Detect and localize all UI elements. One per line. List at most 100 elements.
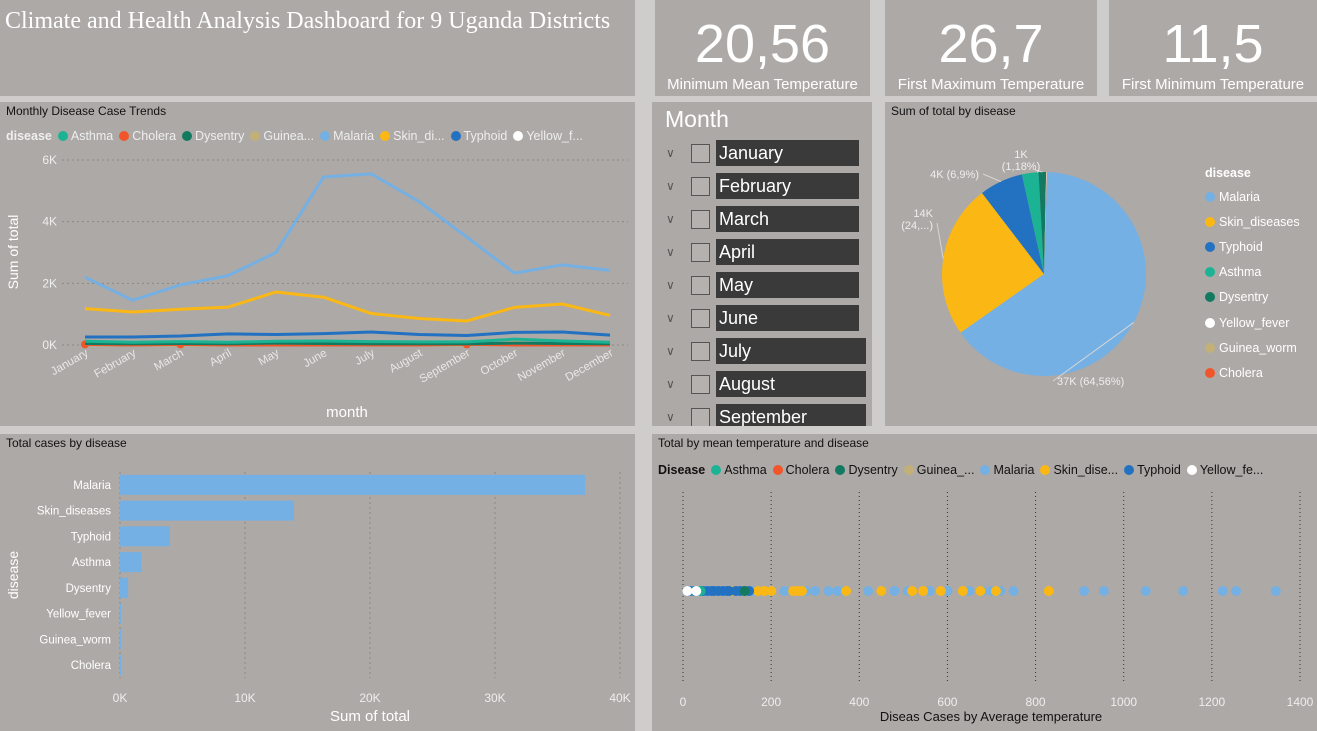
pie-slice-dysentry[interactable] — [1038, 172, 1047, 274]
slicer-item-june[interactable]: ∨ June — [666, 305, 859, 331]
legend-item-malaria[interactable]: Malaria — [980, 463, 1034, 477]
chevron-down-icon[interactable]: ∨ — [666, 179, 675, 193]
slicer-item-february[interactable]: ∨ February — [666, 173, 859, 199]
chevron-down-icon[interactable]: ∨ — [666, 146, 675, 160]
slicer-item-may[interactable]: ∨ May — [666, 272, 859, 298]
slicer-checkbox[interactable] — [691, 275, 710, 295]
scatter-point-malaria[interactable] — [1217, 586, 1228, 596]
pie-slice-yellow-fever[interactable] — [1044, 172, 1047, 274]
slicer-checkbox[interactable] — [691, 407, 710, 426]
line-series-malaria[interactable] — [84, 172, 611, 302]
scatter-point-skin-diseases[interactable] — [766, 586, 777, 596]
legend-item-typhoid[interactable]: Typhoid — [450, 129, 507, 143]
pie-slice-malaria[interactable] — [960, 172, 1146, 377]
scatter-point-skin-diseases[interactable] — [918, 586, 929, 596]
legend-item-typhoid[interactable]: Typhoid — [1205, 234, 1300, 259]
pie-slice-cholera[interactable] — [1044, 172, 1048, 274]
slicer-checkbox[interactable] — [691, 176, 710, 196]
scatter-point-malaria[interactable] — [1098, 586, 1109, 596]
scatter-chart[interactable]: 0 200 400 600 800 1000 1200 1400 Diseas Cases by… — [652, 434, 1317, 731]
bar-malaria[interactable] — [120, 474, 585, 495]
legend-item-guinea-worm[interactable]: Guinea_... — [903, 463, 974, 477]
legend-item-asthma[interactable]: Asthma — [711, 463, 767, 477]
bar-chart[interactable]: 0K 10K 20K 30K 40K Malaria Skin_diseases Typhoi… — [0, 434, 635, 731]
line-series-asthma[interactable] — [84, 337, 611, 344]
scatter-point-skin-diseases[interactable] — [1043, 586, 1054, 596]
scatter-point-yellow-fever[interactable] — [682, 586, 693, 596]
scatter-point-malaria[interactable] — [889, 586, 900, 596]
scatter-point-skin-diseases[interactable] — [957, 586, 968, 596]
bar-dysentry[interactable] — [120, 577, 129, 598]
legend-item-typhoid[interactable]: Typhoid — [1124, 463, 1181, 477]
scatter-point-dysentry[interactable] — [739, 586, 750, 596]
scatter-point-malaria[interactable] — [1140, 586, 1151, 596]
scatter-point-malaria[interactable] — [810, 586, 821, 596]
legend-item-malaria[interactable]: Malaria — [1205, 184, 1300, 209]
chevron-down-icon[interactable]: ∨ — [666, 278, 675, 292]
chevron-down-icon[interactable]: ∨ — [666, 410, 675, 424]
slicer-checkbox[interactable] — [691, 341, 710, 361]
slicer-item-march[interactable]: ∨ March — [666, 206, 859, 232]
legend-item-cholera[interactable]: Cholera — [119, 129, 176, 143]
scatter-point-skin-diseases[interactable] — [975, 586, 986, 596]
line-series-typhoid[interactable] — [85, 330, 611, 339]
scatter-point-malaria[interactable] — [863, 586, 874, 596]
scatter-point-skin-diseases[interactable] — [841, 586, 852, 596]
legend-item-asthma[interactable]: Asthma — [57, 129, 113, 143]
legend-item-malaria[interactable]: Malaria — [320, 129, 374, 143]
line-chart-panel[interactable]: Monthly Disease Case Trends disease Asth… — [0, 102, 635, 426]
scatter-point-yellow-fever[interactable] — [691, 586, 702, 596]
scatter-point-malaria[interactable] — [1270, 586, 1281, 596]
scatter-point-skin-diseases[interactable] — [935, 586, 946, 596]
legend-item-cholera[interactable]: Cholera — [772, 463, 829, 477]
slicer-checkbox[interactable] — [691, 209, 710, 229]
bar-typhoid[interactable] — [120, 526, 170, 547]
slicer-item-august[interactable]: ∨ August — [666, 371, 866, 397]
scatter-point-skin-diseases[interactable] — [796, 586, 807, 596]
scatter-point-malaria[interactable] — [1178, 586, 1189, 596]
bar-cholera[interactable] — [120, 655, 121, 676]
scatter-point-malaria[interactable] — [1008, 586, 1019, 596]
chevron-down-icon[interactable]: ∨ — [666, 311, 675, 325]
legend-item-yellow-fever[interactable]: Yellow_fe... — [1186, 463, 1263, 477]
bar-skin-diseases[interactable] — [120, 500, 294, 521]
pie-slice-asthma[interactable] — [1021, 172, 1044, 274]
chevron-down-icon[interactable]: ∨ — [666, 377, 675, 391]
pie-chart[interactable]: 37K (64,56%) 14K (24,...) 4K (6,9%) 1K (1,18%… — [885, 102, 1317, 426]
slicer-checkbox[interactable] — [691, 242, 710, 262]
bar-guinea-worm[interactable] — [120, 629, 121, 650]
legend-item-guinea-worm[interactable]: Guinea_worm — [1205, 335, 1300, 360]
chevron-down-icon[interactable]: ∨ — [666, 344, 675, 358]
scatter-point-malaria[interactable] — [1079, 586, 1090, 596]
legend-item-dysentry[interactable]: Dysentry — [182, 129, 244, 143]
slicer-item-september[interactable]: ∨ September — [666, 404, 866, 426]
legend-item-cholera[interactable]: Cholera — [1205, 360, 1300, 385]
chevron-down-icon[interactable]: ∨ — [666, 245, 675, 259]
line-series-skin-diseases[interactable] — [84, 290, 611, 323]
slicer-checkbox[interactable] — [691, 308, 710, 328]
legend-item-skin-diseases[interactable]: Skin_di... — [380, 129, 445, 143]
bar-asthma[interactable] — [120, 552, 142, 573]
scatter-chart-panel[interactable]: Total by mean temperature and disease Di… — [652, 434, 1317, 731]
pie-slice-typhoid[interactable] — [982, 174, 1044, 274]
slicer-checkbox[interactable] — [691, 143, 710, 163]
scatter-point-skin-diseases[interactable] — [990, 586, 1001, 596]
slicer-item-april[interactable]: ∨ April — [666, 239, 859, 265]
pie-slice-skin-diseases[interactable] — [942, 192, 1044, 333]
scatter-point-skin-diseases[interactable] — [907, 586, 918, 596]
legend-item-asthma[interactable]: Asthma — [1205, 260, 1300, 285]
scatter-point-malaria[interactable] — [779, 586, 790, 596]
legend-item-skin-diseases[interactable]: Skin_dise... — [1040, 463, 1118, 477]
legend-item-dysentry[interactable]: Dysentry — [835, 463, 898, 477]
bar-yellow-fever[interactable] — [120, 603, 121, 624]
pie-slice-guinea-worm[interactable] — [1044, 172, 1047, 274]
legend-item-yellow-fever[interactable]: Yellow_fever — [1205, 310, 1300, 335]
line-series-dysentry[interactable] — [84, 341, 611, 346]
bar-chart-panel[interactable]: Total cases by disease 0K 10K 20K 30K 40K Mal… — [0, 434, 635, 731]
legend-item-yellow-fever[interactable]: Yellow_f... — [513, 129, 583, 143]
legend-item-dysentry[interactable]: Dysentry — [1205, 285, 1300, 310]
pie-chart-panel[interactable]: Sum of total by disease 37K (64,56%) 14K(… — [885, 102, 1317, 426]
slicer-item-july[interactable]: ∨ July — [666, 338, 866, 364]
scatter-point-malaria[interactable] — [823, 586, 834, 596]
